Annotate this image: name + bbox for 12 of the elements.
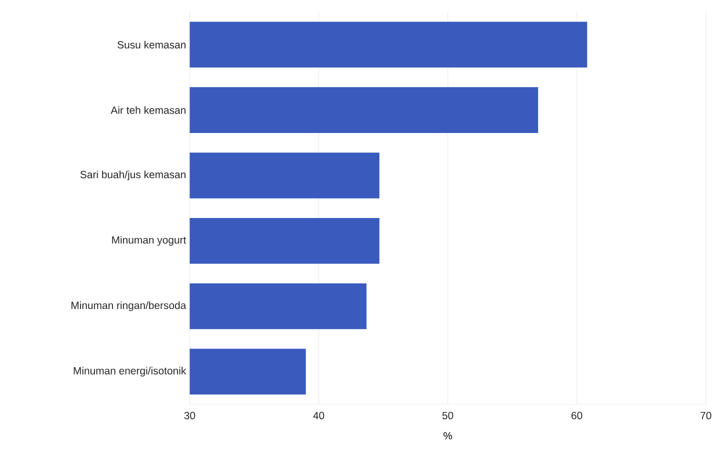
x-tick-label: 70: [700, 412, 712, 420]
y-tick-label: Sari buah/jus kemasan: [80, 170, 186, 180]
y-tick-label: Air teh kemasan: [110, 106, 186, 114]
x-axis-title: %: [444, 432, 452, 440]
x-tick-label: 40: [313, 412, 324, 420]
y-tick-label: Minuman ringan/bersoda: [72, 301, 186, 311]
x-tick-label: 60: [572, 412, 582, 420]
y-tick-label: Minuman yogurt: [112, 236, 186, 246]
x-tick-label: 30: [184, 412, 196, 420]
x-tick-label: 50: [442, 412, 454, 420]
y-tick-label: Minuman energi/isotonik: [74, 366, 186, 376]
y-tick-label: Susu kemasan: [118, 40, 186, 48]
